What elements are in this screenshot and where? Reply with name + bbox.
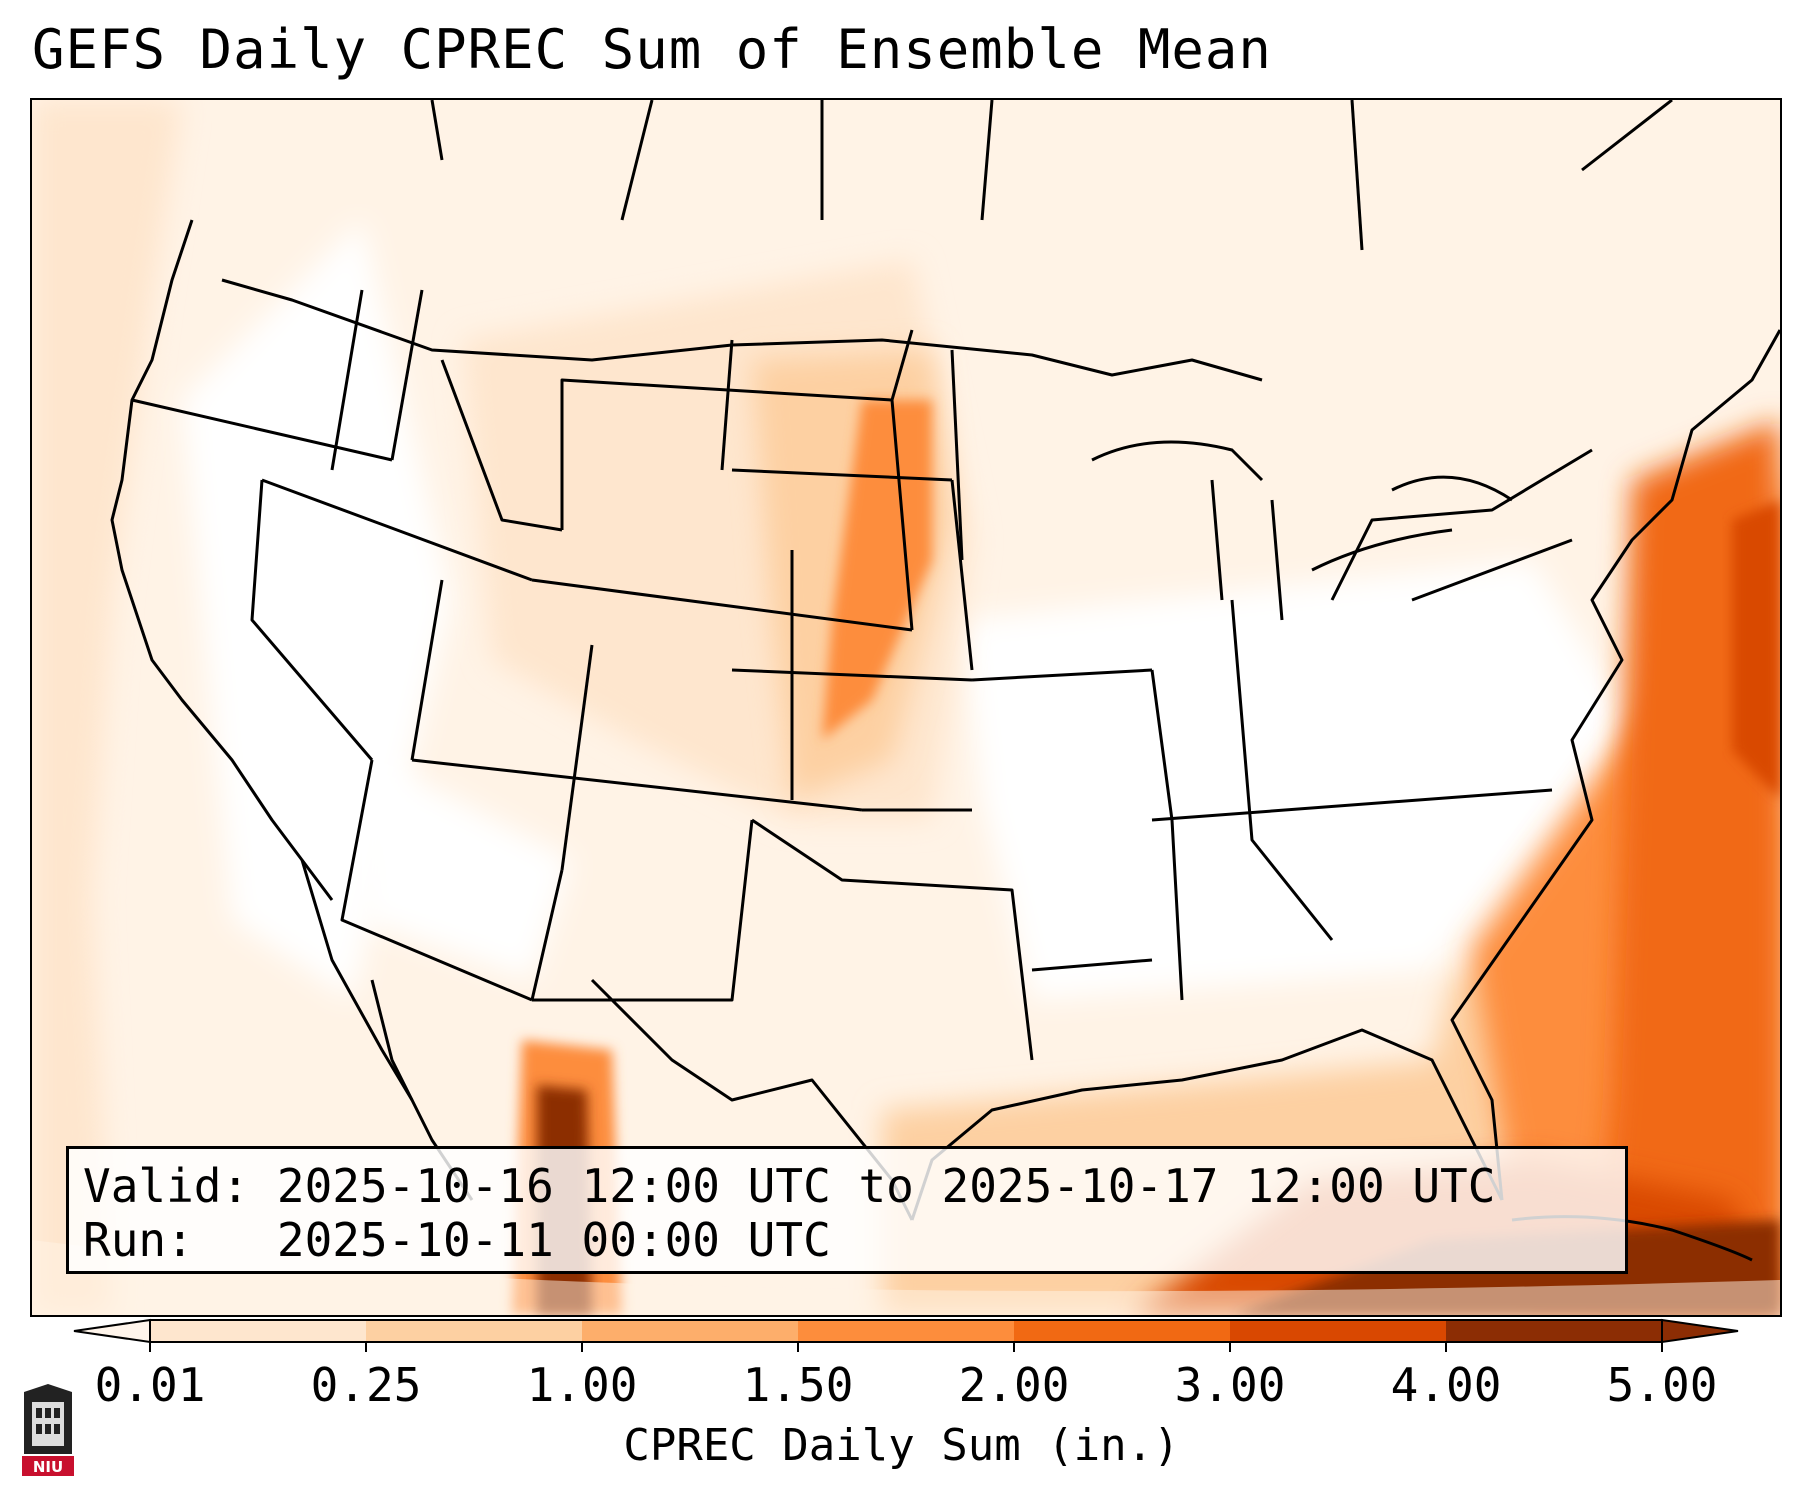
colorbar-tick-label: 2.00 — [958, 1358, 1070, 1412]
valid-run-info-box: Valid: 2025-10-16 12:00 UTC to 2025-10-1… — [66, 1146, 1628, 1274]
colorbar-segments — [73, 1318, 1739, 1344]
run-time-line: Run: 2025-10-11 00:00 UTC — [83, 1213, 831, 1267]
precip-field-plains-core — [822, 400, 932, 740]
colorbar-ticks — [149, 1342, 1663, 1352]
run-value: 2025-10-11 00:00 UTC — [276, 1213, 831, 1267]
colorbar-tick-label: 5.00 — [1606, 1358, 1718, 1412]
colorbar-segment — [1014, 1320, 1231, 1342]
precip-field-southwest-dry — [362, 750, 572, 980]
precip-field-pacific — [32, 100, 182, 1315]
colorbar — [73, 1318, 1739, 1352]
valid-time-line: Valid: 2025-10-16 12:00 UTC to 2025-10-1… — [83, 1159, 1495, 1213]
svg-text:NIU: NIU — [33, 1458, 63, 1476]
map-panel — [30, 98, 1782, 1317]
west-coast — [110, 219, 334, 901]
atlantic-coast — [1450, 329, 1780, 1201]
colorbar-extend-high — [1661, 1318, 1739, 1344]
projection-edge — [32, 1240, 1780, 1315]
colorbar-segment — [1230, 1320, 1447, 1342]
valid-label: Valid: — [83, 1159, 250, 1213]
colorbar-tick-label: 0.25 — [310, 1358, 422, 1412]
precip-map — [32, 100, 1780, 1315]
colorbar-label: CPREC Daily Sum (in.) — [623, 1420, 1180, 1471]
boundaries — [110, 100, 1780, 1262]
colorbar-segment — [582, 1320, 799, 1342]
colorbar-tick-label: 3.00 — [1174, 1358, 1286, 1412]
colorbar-tick-label: 1.50 — [742, 1358, 854, 1412]
colorbar-tick-label: 1.00 — [526, 1358, 638, 1412]
colorbar-extend-low — [73, 1318, 151, 1344]
niu-logo: NIU — [22, 1384, 74, 1476]
baja-coast — [300, 859, 414, 1101]
gulf-coast — [910, 1028, 1504, 1221]
colorbar-tick-label: 4.00 — [1390, 1358, 1502, 1412]
run-label: Run: — [83, 1213, 194, 1267]
colorbar-segment — [1446, 1320, 1663, 1342]
colorbar-segment — [798, 1320, 1015, 1342]
colorbar-tick-label: 0.01 — [94, 1358, 206, 1412]
colorbar-segment — [150, 1320, 367, 1342]
canada-border — [221, 278, 1263, 382]
map-title: GEFS Daily CPREC Sum of Ensemble Mean — [32, 18, 1272, 81]
precip-field-atlantic-max — [1732, 500, 1780, 800]
colorbar-segment — [366, 1320, 583, 1342]
colorbar-outline — [149, 1319, 1663, 1343]
valid-value: 2025-10-16 12:00 UTC to 2025-10-17 12:00… — [276, 1159, 1496, 1213]
